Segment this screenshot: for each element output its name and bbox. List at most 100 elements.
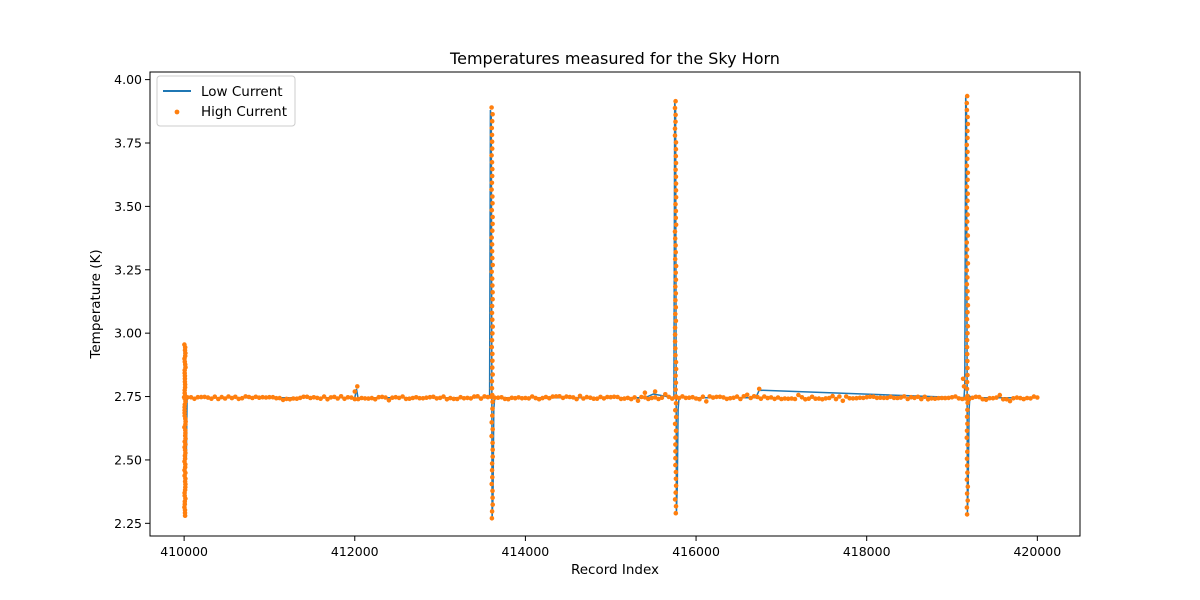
- scatter-point: [489, 153, 494, 158]
- scatter-point: [964, 247, 970, 252]
- scatter-point: [799, 395, 805, 400]
- scatter-point: [274, 395, 279, 401]
- scatter-point: [489, 509, 495, 514]
- scatter-point: [830, 393, 835, 399]
- scatter-point: [195, 394, 201, 400]
- scatter-point: [673, 174, 679, 179]
- y-tick-label: 2.75: [114, 389, 142, 404]
- scatter-point: [768, 395, 774, 400]
- scatter-point: [321, 394, 327, 399]
- scatter-point: [673, 153, 679, 159]
- x-axis-label: Record Index: [571, 562, 659, 578]
- scatter-point: [673, 160, 679, 166]
- scatter-point: [489, 468, 495, 473]
- scatter-point: [942, 395, 948, 401]
- scatter-point: [965, 470, 970, 475]
- scatter-point: [605, 394, 610, 400]
- scatter-point: [673, 291, 679, 296]
- scatter-point: [700, 394, 706, 400]
- scatter-point: [523, 395, 528, 401]
- scatter-point: [965, 261, 971, 266]
- scatter-point: [964, 219, 970, 224]
- scatter-point: [490, 201, 495, 206]
- scatter-point: [673, 449, 678, 454]
- scatter-point: [673, 167, 678, 173]
- x-tick-label: 416000: [672, 544, 720, 559]
- scatter-point: [489, 132, 495, 138]
- scatter-point: [964, 205, 970, 210]
- scatter-point: [672, 339, 678, 344]
- scatter-point: [965, 358, 970, 364]
- scatter-point: [965, 177, 970, 183]
- scatter-point: [932, 396, 938, 402]
- scatter-point: [823, 396, 828, 401]
- scatter-point: [965, 121, 971, 127]
- scatter-point: [673, 208, 679, 214]
- scatter-point: [424, 395, 429, 401]
- scatter-point: [857, 395, 863, 401]
- scatter-point: [489, 379, 495, 384]
- scatter-point: [973, 394, 979, 400]
- scatter-point: [727, 396, 733, 401]
- scatter-point: [182, 342, 187, 347]
- scatter-point: [362, 396, 368, 401]
- scatter-point: [965, 442, 970, 448]
- y-tick-label: 2.25: [114, 516, 142, 531]
- scatter-point: [489, 146, 495, 151]
- scatter-point: [490, 454, 496, 459]
- scatter-point: [673, 284, 678, 289]
- scatter-point: [490, 255, 495, 261]
- scatter-point: [639, 394, 644, 400]
- scatter-point: [673, 146, 679, 152]
- scatter-point: [673, 483, 679, 489]
- scatter-point: [964, 477, 970, 482]
- scatter-point: [983, 397, 989, 403]
- scatter-point: [577, 393, 583, 399]
- legend: Low Current High Current: [156, 75, 296, 127]
- scatter-point: [758, 396, 764, 402]
- scatter-point: [328, 395, 334, 400]
- scatter-point: [490, 351, 495, 357]
- scatter-point: [953, 394, 958, 399]
- y-axis: 2.25 2.50 2.75 3.00 3.25 3.50 3.75 4.00: [114, 72, 150, 531]
- scatter-point: [833, 396, 839, 402]
- scatter-point: [489, 276, 495, 281]
- scatter-point: [465, 395, 470, 401]
- scatter-point: [400, 394, 405, 399]
- scatter-point: [557, 394, 562, 399]
- scatter-point: [683, 395, 689, 401]
- scatter-point: [490, 194, 495, 199]
- scatter-point: [256, 395, 262, 401]
- scatter-point: [673, 407, 678, 413]
- scatter-point: [468, 396, 474, 401]
- scatter-point: [489, 249, 495, 254]
- scatter-point: [1000, 397, 1006, 402]
- scatter-point: [965, 407, 970, 413]
- scatter-point: [490, 166, 495, 172]
- scatter-point: [847, 396, 852, 401]
- scatter-point: [574, 396, 579, 402]
- scatter-point: [1014, 395, 1020, 400]
- scatter-point: [635, 398, 641, 404]
- scatter-point: [965, 449, 970, 455]
- scatter-point: [490, 488, 495, 494]
- scatter-point: [345, 395, 351, 400]
- scatter-point: [905, 396, 910, 402]
- scatter-point: [965, 421, 970, 427]
- scatter-point: [672, 256, 678, 262]
- scatter-point: [673, 112, 678, 118]
- scatter-point: [965, 323, 971, 329]
- scatter-point: [673, 270, 678, 276]
- scatter-point: [965, 191, 970, 196]
- scatter-point: [490, 283, 495, 288]
- scatter-point: [756, 386, 762, 392]
- scatter-point: [964, 316, 970, 322]
- scatter-point: [673, 277, 679, 283]
- scatter-point: [837, 394, 842, 399]
- scatter-point: [964, 351, 970, 357]
- scatter-point: [489, 105, 494, 110]
- legend-label-low-current: Low Current: [201, 84, 283, 100]
- scatter-point: [673, 346, 678, 351]
- scatter-point: [489, 207, 495, 213]
- scatter-point: [352, 396, 358, 402]
